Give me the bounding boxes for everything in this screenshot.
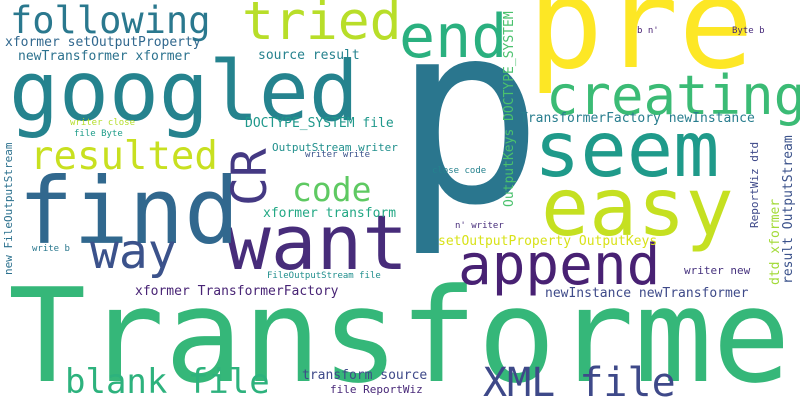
word-end: end [399, 2, 508, 72]
word-way: way [90, 224, 177, 280]
word-outputstream-writer: OutputStream writer [272, 141, 398, 154]
word-source-result: source result [258, 48, 360, 63]
word-googled: googled [9, 43, 359, 140]
word-want: want [225, 198, 409, 287]
word-xformer-transform: xformer transform [263, 206, 397, 221]
word-transformerfactory-newinstance: TransformerFactory newInstance [520, 111, 755, 126]
word-code: code [292, 170, 372, 209]
word-seem: seem [534, 106, 720, 195]
word-transformer: Transformer [8, 260, 800, 400]
word-newtransformer-xformer: newTransformer xformer [18, 49, 191, 64]
word-doctype-system-file: DOCTYPE_SYSTEM file [245, 116, 394, 131]
word-byte-b: Byte b [732, 26, 765, 36]
word-xformer-setoutputproperty: xformer setOutputProperty [5, 35, 201, 50]
word-n-writer: n' writer [455, 221, 504, 231]
word-resulted: resulted [30, 134, 218, 179]
word-easy: easy [541, 161, 734, 254]
word-close-code: close code [432, 166, 487, 176]
word-dtd-xformer: dtd xformer [768, 198, 783, 285]
word-transform-source: transform source [302, 368, 428, 383]
word-creating: creating [546, 64, 800, 127]
word-file-byte: file Byte [74, 129, 123, 139]
word-writer-close: writer close [70, 118, 136, 128]
word-pre: pre [528, 0, 754, 97]
word-cr: CR [222, 148, 278, 206]
word-file-reportwiz: file ReportWiz [330, 383, 423, 396]
word-reportwiz-dtd: ReportWiz dtd [748, 141, 761, 228]
word-append: append [458, 233, 661, 298]
word-fileoutputstream-file: FileOutputStream file [267, 271, 381, 281]
word-tried: tried [242, 0, 402, 52]
word-xml-file: XML file [483, 360, 676, 400]
word-outputkeys-doctype-system: OutputKeys DOCTYPE_SYSTEM [502, 11, 517, 207]
word-setoutputproperty-outputkeys: setOutputProperty OutputKeys [438, 234, 658, 249]
word-following: following [10, 0, 211, 42]
word-blank-file: blank file [65, 362, 270, 400]
word-new-fileoutputstream: new FileOutputStream [2, 142, 15, 275]
word-newinstance-newtransformer: newInstance newTransformer [545, 286, 749, 301]
word-p: p [393, 0, 544, 260]
word-writer-new: writer new [684, 264, 751, 277]
word-b-n: b n' [637, 26, 659, 36]
word-result-outputstream: result OutputStream [781, 135, 796, 284]
word-xformer-transformerfactory: xformer TransformerFactory [135, 284, 339, 299]
word-writer-write: writer write [305, 150, 371, 160]
word-write-b: write b [32, 244, 70, 254]
word-find: find [18, 158, 240, 265]
